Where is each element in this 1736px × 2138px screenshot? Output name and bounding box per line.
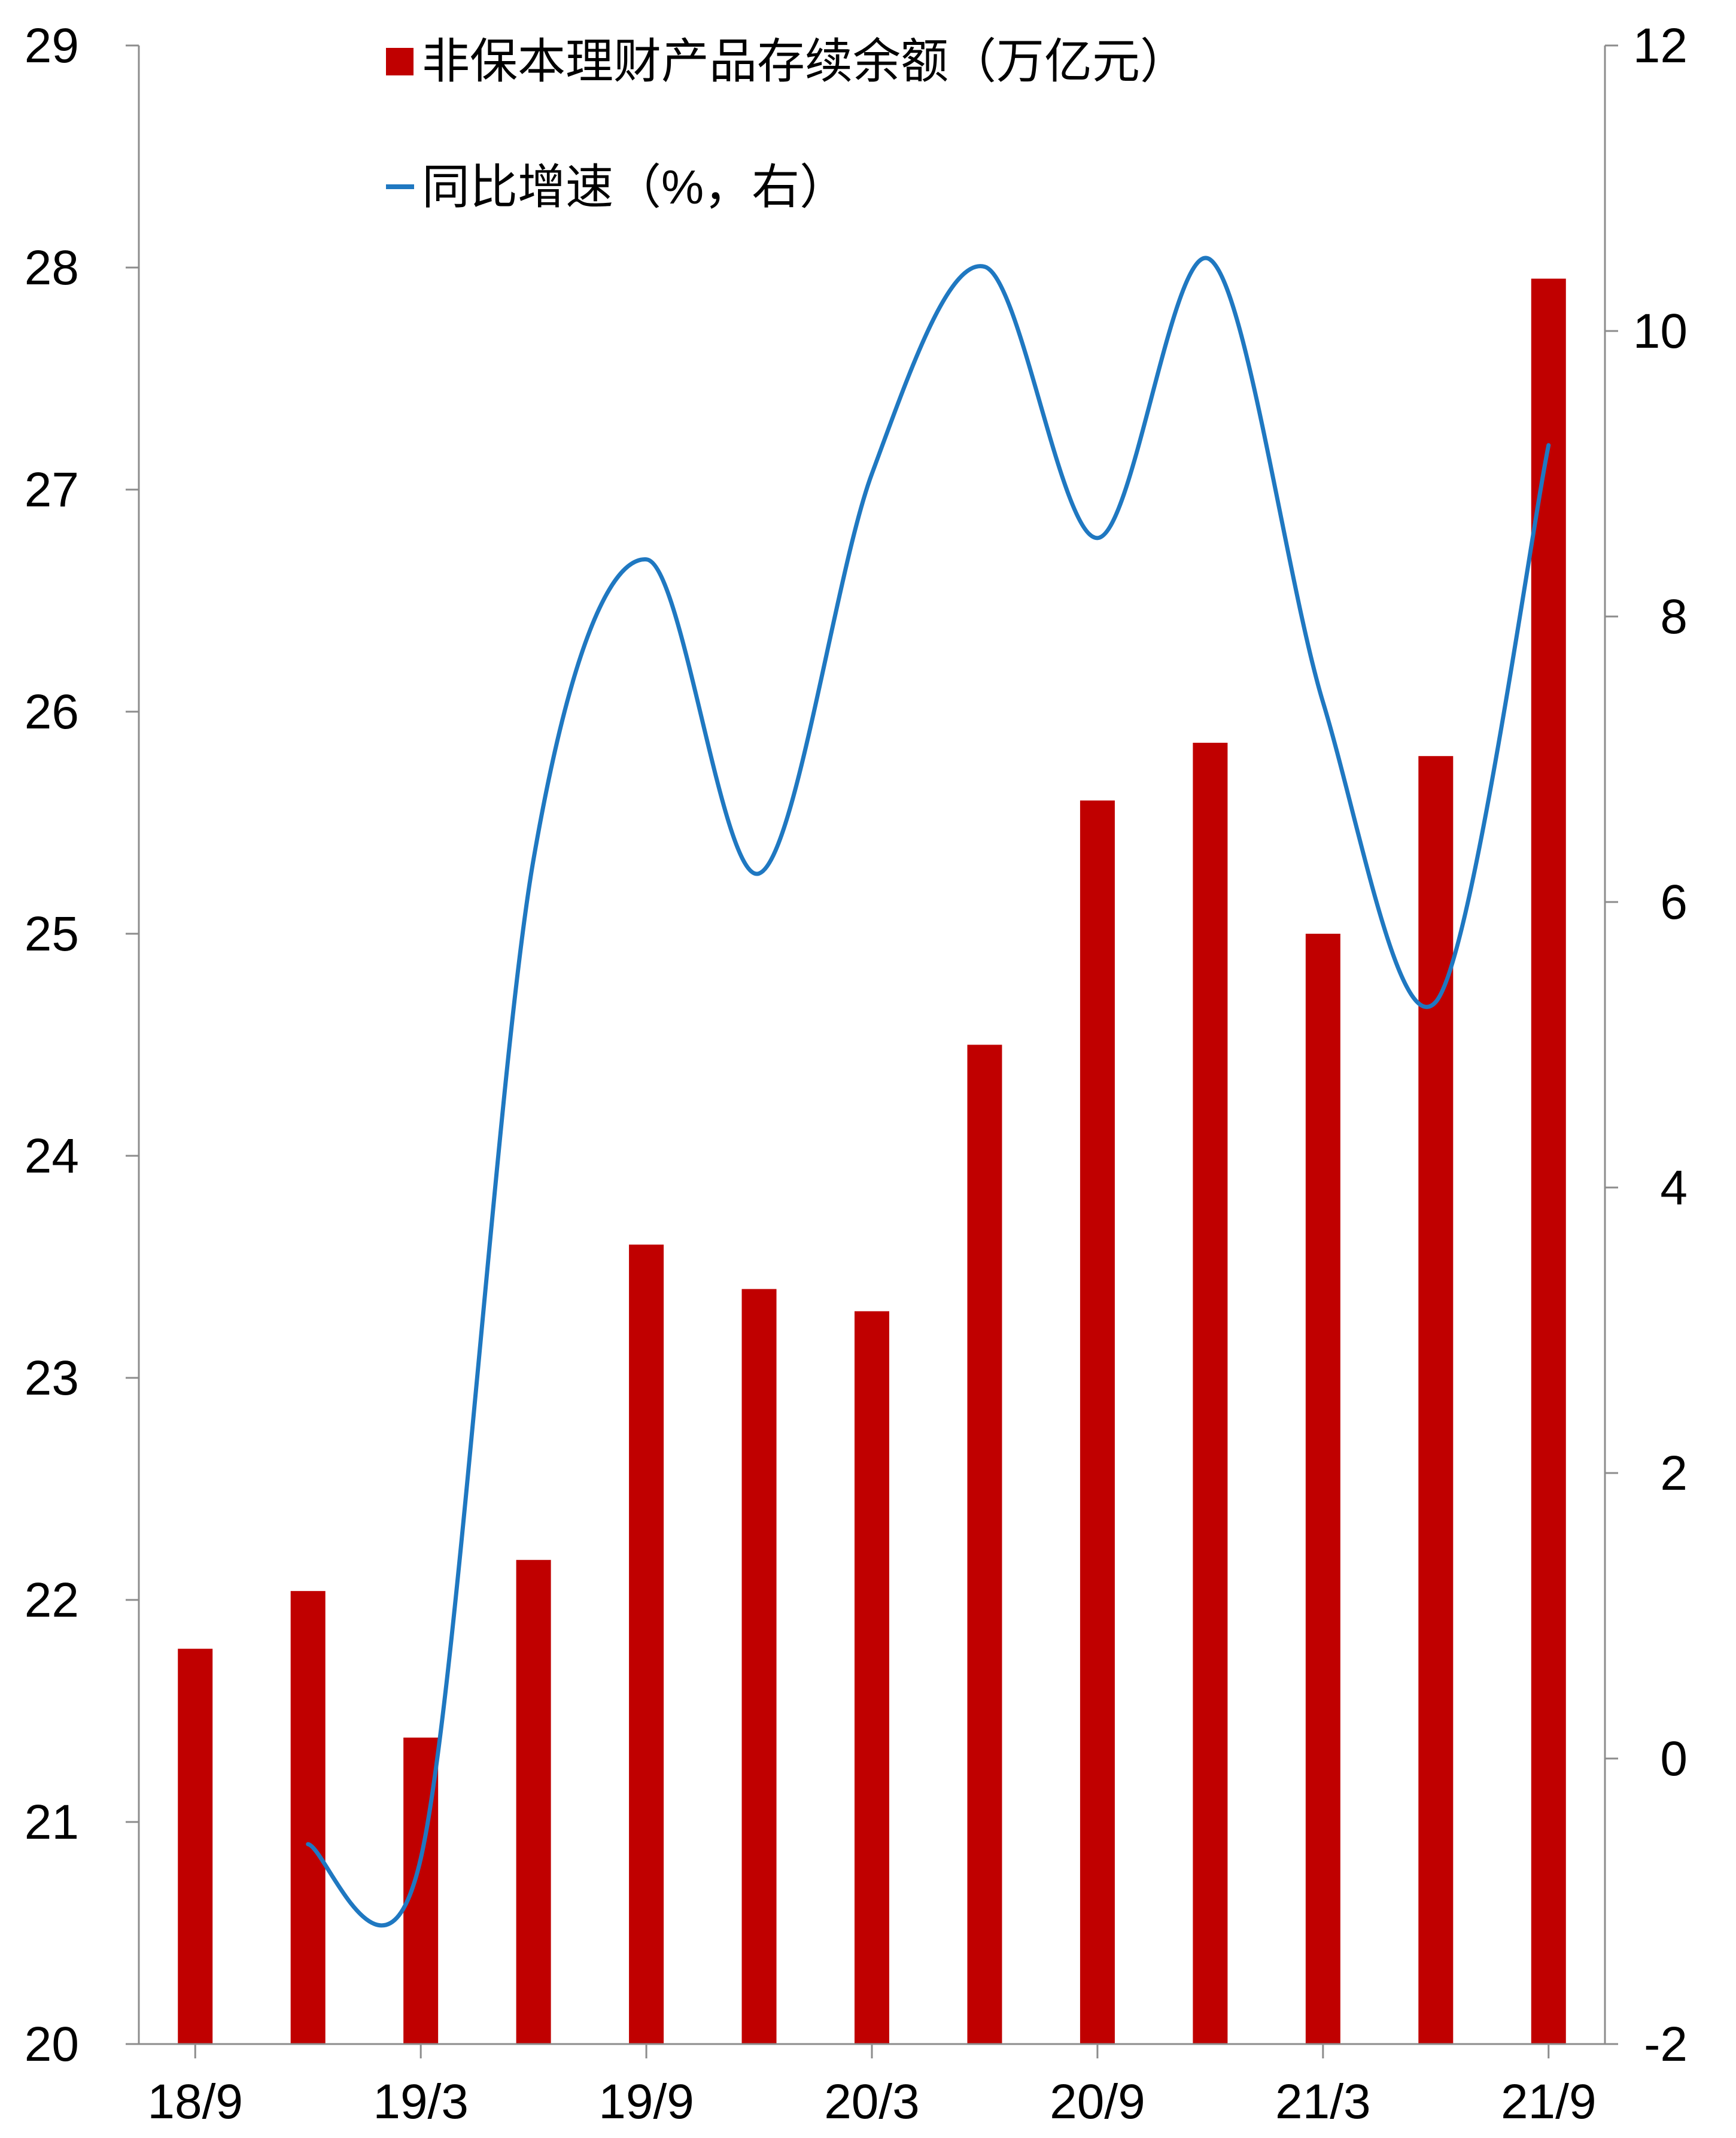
- legend-bar-label: 非保本理财产品存续余额（万亿元）: [422, 35, 1188, 88]
- y-left-tick-label: 20: [25, 2017, 79, 2072]
- legend-bar-swatch: [386, 48, 414, 75]
- bar-21/3: [1305, 934, 1340, 2044]
- bar-19/6: [516, 1560, 551, 2044]
- y-left-tick-label: 27: [25, 463, 79, 517]
- bar-19/12: [741, 1289, 777, 2044]
- bar-20/6: [967, 1044, 1002, 2044]
- y-right-tick-label: 8: [1660, 590, 1688, 644]
- y-right-tick-label: 10: [1633, 304, 1688, 359]
- y-right-tick-label: -2: [1644, 2017, 1688, 2072]
- bar-21/9: [1531, 278, 1566, 2044]
- x-tick-label: 20/9: [1050, 2075, 1145, 2129]
- y-left-tick-label: 25: [25, 907, 79, 961]
- x-tick-label: 19/9: [598, 2075, 694, 2129]
- bar-series: [178, 278, 1566, 2045]
- y-left-tick-label: 21: [25, 1795, 79, 1850]
- y-right-tick-label: 12: [1633, 19, 1688, 73]
- x-tick-label: 19/3: [373, 2075, 469, 2129]
- y-left-tick-label: 22: [25, 1573, 79, 1627]
- bar-20/12: [1193, 742, 1228, 2044]
- bar-20/3: [855, 1311, 889, 2044]
- x-tick-label: 21/9: [1501, 2075, 1597, 2129]
- y-right-tick-label: 0: [1660, 1732, 1688, 1786]
- x-tick-label: 18/9: [147, 2075, 243, 2129]
- bar-18/12: [290, 1591, 326, 2044]
- bar-19/9: [629, 1244, 664, 2044]
- bar-18/9: [178, 1648, 213, 2044]
- legend-line-label: 同比增速（%，右）: [422, 160, 847, 214]
- y-left-tick-label: 24: [25, 1129, 79, 1183]
- y-left-tick-label: 26: [25, 685, 79, 739]
- x-tick-label: 20/3: [824, 2075, 920, 2129]
- growth-line: [306, 256, 1551, 1928]
- y-left-tick-label: 29: [25, 19, 79, 73]
- bar-20/9: [1080, 800, 1115, 2045]
- y-right-tick-label: 4: [1660, 1161, 1688, 1215]
- y-right-tick-label: 6: [1660, 875, 1688, 930]
- y-left-tick-label: 28: [25, 241, 79, 295]
- x-tick-label: 21/3: [1275, 2075, 1371, 2129]
- line-series: [306, 256, 1551, 1928]
- bar-21/6: [1418, 756, 1454, 2044]
- y-left-tick-label: 23: [25, 1351, 79, 1405]
- y-right-tick-label: 2: [1660, 1446, 1688, 1501]
- legend: 非保本理财产品存续余额（万亿元） 同比增速（%，右）: [386, 35, 1188, 214]
